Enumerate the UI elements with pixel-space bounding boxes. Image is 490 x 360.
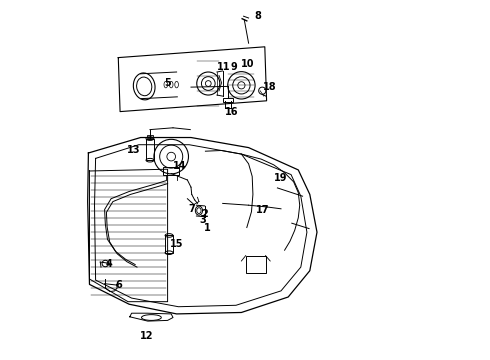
Text: 2: 2 (201, 209, 208, 219)
Text: 14: 14 (173, 161, 186, 171)
Text: 10: 10 (241, 59, 255, 69)
Text: 13: 13 (127, 145, 141, 156)
Text: 4: 4 (105, 258, 112, 269)
Text: 15: 15 (170, 239, 183, 249)
Text: 3: 3 (199, 215, 206, 225)
Text: 5: 5 (164, 78, 171, 88)
Text: 6: 6 (115, 280, 122, 290)
Text: 12: 12 (140, 330, 154, 341)
Text: 18: 18 (263, 82, 276, 92)
Text: 1: 1 (204, 222, 211, 233)
Text: 8: 8 (254, 11, 261, 21)
Text: 7: 7 (188, 204, 195, 214)
Text: 17: 17 (255, 204, 269, 215)
Text: 19: 19 (273, 173, 287, 183)
Bar (163, 167, 179, 175)
Text: 11: 11 (217, 62, 230, 72)
Text: 16: 16 (224, 107, 238, 117)
Bar (147, 135, 153, 138)
Bar (245, 256, 266, 273)
Bar (222, 98, 233, 102)
Text: 9: 9 (230, 62, 237, 72)
Bar (165, 235, 173, 253)
Bar (146, 139, 154, 160)
